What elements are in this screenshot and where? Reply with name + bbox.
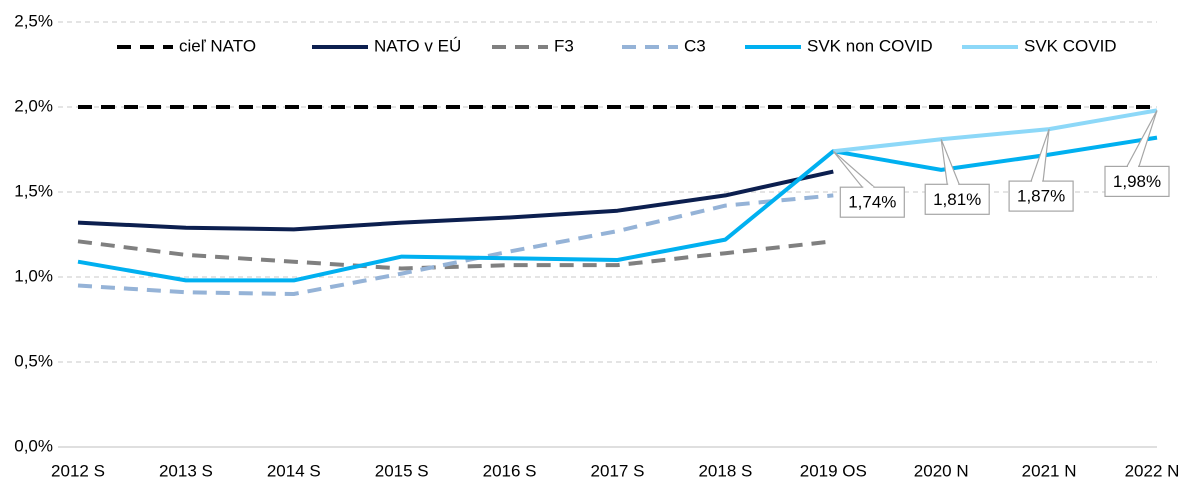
legend-label: F3 [554,36,574,55]
y-tick-label: 2,5% [14,11,53,30]
x-tick-label: 2017 S [591,461,645,480]
x-tick-label: 2013 S [159,461,213,480]
callout-box [924,183,990,215]
callout-box [1104,165,1170,197]
callout-box [839,186,905,218]
data-label: 1,74% [848,193,896,212]
x-tick-label: 2014 S [267,461,321,480]
x-tick-label: 2022 N [1125,461,1180,480]
data-label: 1,98% [1113,172,1161,191]
x-tick-label: 2018 S [698,461,752,480]
series-line [77,169,834,232]
y-tick-label: 2,0% [14,96,53,115]
x-tick-label: 2021 N [1022,461,1077,480]
data-label: 1,87% [1017,187,1065,206]
series-line [77,193,834,296]
series-line [833,108,1158,154]
y-tick-label: 0,5% [14,351,53,370]
legend-label: SVK non COVID [807,36,933,55]
y-tick-label: 0,0% [14,436,53,455]
callout-pointer [940,139,961,185]
x-tick-label: 2015 S [375,461,429,480]
x-tick-label: 2019 OS [800,461,867,480]
x-tick-label: 2016 S [483,461,537,480]
data-label: 1,81% [933,190,981,209]
callout-box [1008,180,1074,212]
legend-label: C3 [684,36,706,55]
series-line [77,239,834,271]
legend-label: SVK COVID [1024,36,1117,55]
y-tick-label: 1,5% [14,181,53,200]
x-tick-label: 2012 S [51,461,105,480]
legend-label: cieľ NATO [179,36,256,55]
x-tick-label: 2020 N [914,461,969,480]
legend-label: NATO v EÚ [374,36,461,55]
y-tick-label: 1,0% [14,266,53,285]
series-line [77,135,1158,283]
